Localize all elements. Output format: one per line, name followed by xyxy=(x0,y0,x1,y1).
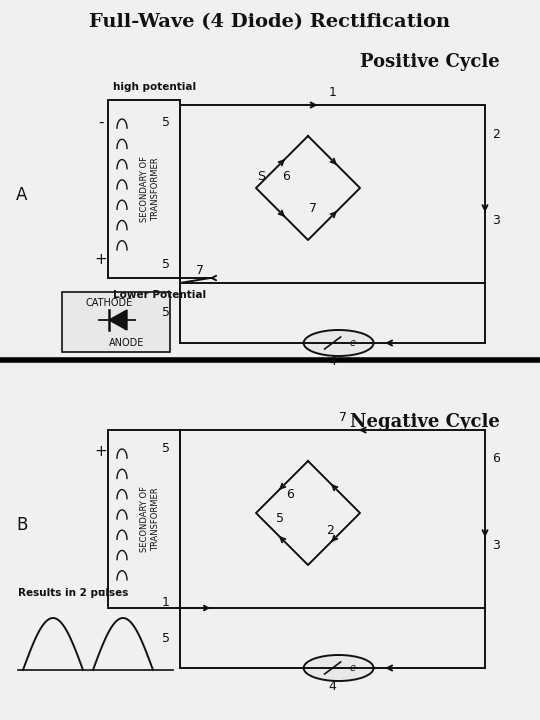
Text: 4: 4 xyxy=(328,355,336,368)
Text: 5: 5 xyxy=(162,117,170,130)
Ellipse shape xyxy=(303,655,374,681)
Text: B: B xyxy=(16,516,28,534)
Text: SECONDARY OF
TRANSFORMER: SECONDARY OF TRANSFORMER xyxy=(140,486,160,552)
Text: 3: 3 xyxy=(492,539,500,552)
Text: -: - xyxy=(98,582,104,598)
Bar xyxy=(180,105,485,283)
Text: e: e xyxy=(349,663,356,673)
Text: 5: 5 xyxy=(162,441,170,454)
Text: 6: 6 xyxy=(492,451,500,464)
Polygon shape xyxy=(109,310,127,330)
Text: CATHODE: CATHODE xyxy=(85,298,133,308)
Bar xyxy=(108,430,180,608)
Bar xyxy=(180,430,485,608)
Text: S: S xyxy=(257,170,265,183)
Text: 5: 5 xyxy=(162,307,170,320)
Text: 1: 1 xyxy=(162,596,170,610)
Text: 1: 1 xyxy=(328,86,336,99)
Ellipse shape xyxy=(303,330,374,356)
Text: +: + xyxy=(94,444,107,459)
Text: 5: 5 xyxy=(162,631,170,644)
Bar xyxy=(108,100,180,278)
Text: 2: 2 xyxy=(326,524,334,538)
Text: 7: 7 xyxy=(196,264,204,276)
Text: 6: 6 xyxy=(282,169,290,182)
Text: A: A xyxy=(16,186,28,204)
Text: -: - xyxy=(98,114,104,130)
Text: 2: 2 xyxy=(492,128,500,142)
Text: Results in 2 pulses: Results in 2 pulses xyxy=(18,588,129,598)
Text: e: e xyxy=(349,338,356,348)
Text: ANODE: ANODE xyxy=(109,338,145,348)
Text: 3: 3 xyxy=(492,215,500,228)
Text: Lower Potential: Lower Potential xyxy=(113,290,206,300)
Bar xyxy=(62,292,170,352)
Text: 5: 5 xyxy=(276,511,284,524)
Text: 4: 4 xyxy=(328,680,336,693)
Text: 7: 7 xyxy=(309,202,317,215)
Text: 7: 7 xyxy=(339,411,347,424)
Text: 6: 6 xyxy=(286,488,294,502)
Text: Positive Cycle: Positive Cycle xyxy=(360,53,500,71)
Text: Full-Wave (4 Diode) Rectification: Full-Wave (4 Diode) Rectification xyxy=(90,13,450,31)
Text: +: + xyxy=(94,253,107,268)
Text: SECONDARY OF
TRANSFORMER: SECONDARY OF TRANSFORMER xyxy=(140,156,160,222)
Text: high potential: high potential xyxy=(113,82,196,92)
Text: 5: 5 xyxy=(162,258,170,271)
Text: Negative Cycle: Negative Cycle xyxy=(350,413,500,431)
